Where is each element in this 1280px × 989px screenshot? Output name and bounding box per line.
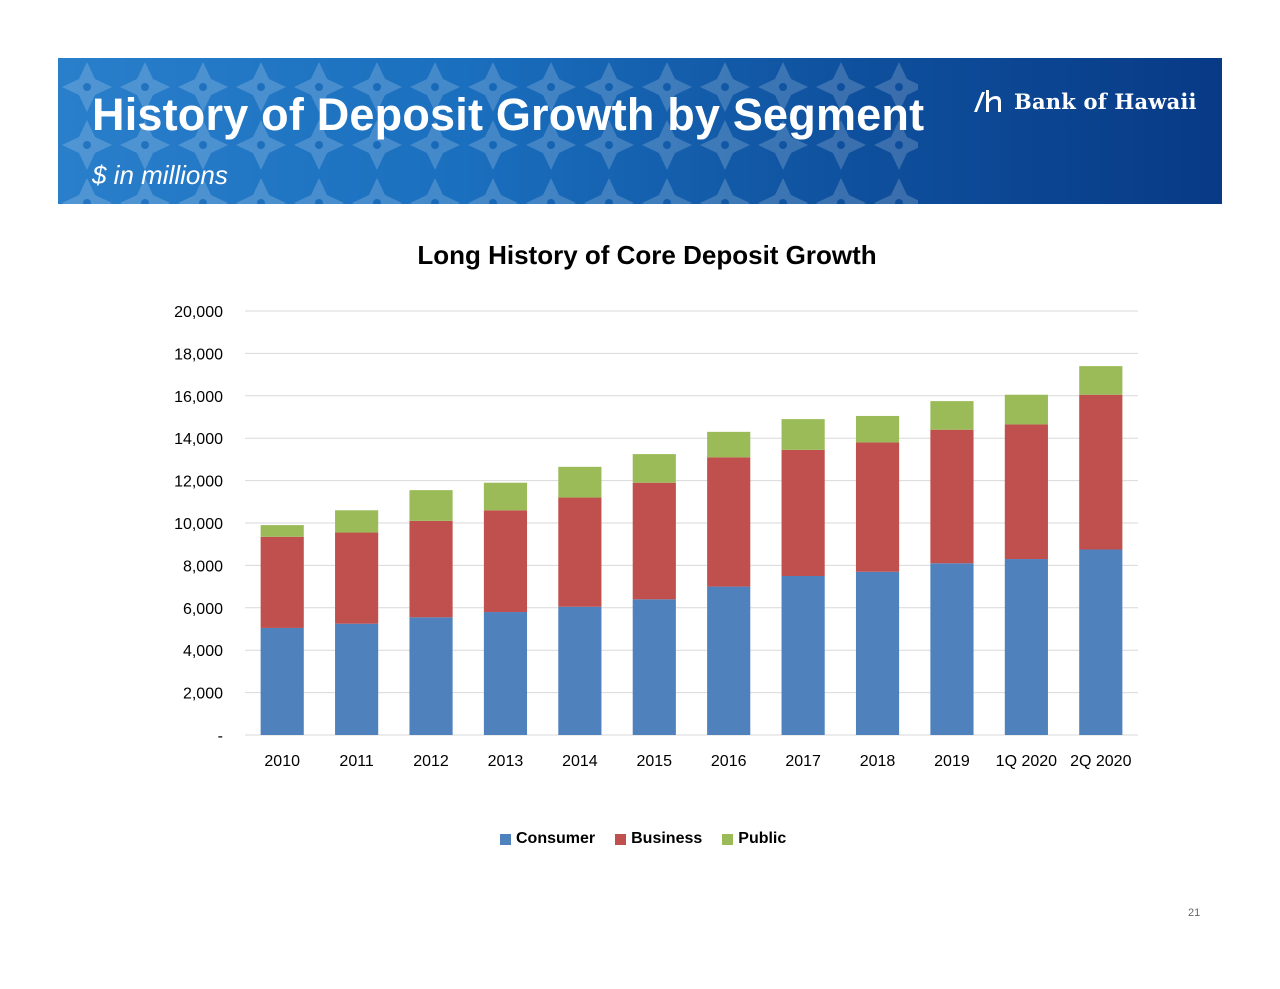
x-tick-label: 2019 — [934, 753, 970, 770]
bar-consumer — [409, 617, 453, 735]
bar-public — [632, 454, 676, 483]
bar-public — [707, 431, 751, 458]
y-tick-label: 18,000 — [174, 346, 223, 363]
page-number: 21 — [1188, 907, 1201, 919]
bar-business — [1004, 424, 1048, 560]
legend-swatch-public — [722, 833, 734, 845]
y-tick-label: 14,000 — [174, 431, 223, 448]
bar-business — [409, 520, 453, 618]
chart-title: Long History of Core Deposit Growth — [417, 240, 877, 270]
page-subtitle: $ in millions — [92, 160, 228, 190]
bar-consumer — [855, 571, 900, 735]
bank-logo: Bank of Hawaii — [972, 86, 1197, 116]
y-tick-label: 8,000 — [183, 558, 223, 575]
bar-consumer — [260, 627, 304, 735]
bar-consumer — [707, 586, 751, 735]
bar-consumer — [1079, 549, 1123, 735]
y-tick-label: 16,000 — [174, 389, 223, 406]
x-tick-label: 2011 — [339, 753, 374, 770]
legend-label-consumer: Consumer — [516, 830, 596, 847]
y-tick-label: 4,000 — [183, 643, 223, 660]
legend-label-public: Public — [738, 830, 787, 847]
bar-public — [409, 490, 453, 521]
y-tick-label: 20,000 — [174, 304, 223, 321]
bank-logo-text: Bank of Hawaii — [1014, 88, 1197, 114]
banner-pattern — [58, 58, 918, 204]
bar-consumer — [781, 576, 825, 735]
y-tick-label: 10,000 — [174, 516, 223, 533]
page-title: History of Deposit Growth by Segment — [92, 89, 925, 140]
bar-consumer — [632, 599, 676, 735]
y-tick-label: 12,000 — [174, 474, 223, 491]
x-tick-label: 2014 — [562, 753, 598, 770]
x-tick-label: 2Q 2020 — [1070, 753, 1131, 770]
y-tick-label: 2,000 — [183, 686, 223, 703]
legend-swatch-consumer — [500, 833, 511, 845]
bar-consumer — [335, 623, 379, 735]
x-tick-label: 1Q 2020 — [996, 753, 1057, 770]
bar-public — [335, 510, 379, 533]
x-tick-label: 2010 — [264, 753, 300, 770]
legend-item-business: Business — [615, 830, 702, 848]
y-tick-label: 6,000 — [183, 601, 223, 618]
legend-swatch-business — [615, 833, 627, 845]
bank-logo-icon — [974, 90, 1001, 112]
bar-public — [1004, 394, 1048, 425]
x-tick-label: 2012 — [413, 753, 449, 770]
legend-label-business: Business — [631, 830, 703, 847]
bar-business — [632, 482, 676, 600]
bar-public — [930, 401, 974, 430]
bar-business — [483, 510, 528, 613]
bar-public — [483, 482, 528, 511]
x-tick-label: 2016 — [711, 753, 747, 770]
bar-public — [855, 415, 900, 443]
bar-business — [1079, 394, 1123, 550]
x-tick-label: 2015 — [636, 753, 672, 770]
bar-consumer — [1004, 559, 1048, 735]
y-tick-label: - — [218, 728, 223, 745]
bar-public — [1079, 366, 1123, 395]
x-tick-label: 2018 — [860, 753, 896, 770]
bar-consumer — [930, 563, 974, 735]
bar-public — [260, 525, 304, 537]
bar-business — [707, 457, 751, 587]
bar-consumer — [483, 612, 528, 735]
header-banner: History of Deposit Growth by Segment $ i… — [58, 58, 1222, 204]
bar-business — [855, 442, 900, 572]
chart-legend: Consumer Business Public — [500, 830, 806, 848]
bar-business — [781, 449, 825, 576]
bar-business — [260, 536, 304, 628]
legend-item-consumer: Consumer — [500, 830, 595, 848]
x-tick-label: 2013 — [488, 753, 524, 770]
bar-consumer — [558, 606, 602, 735]
bar-public — [558, 466, 602, 498]
legend-item-public: Public — [722, 830, 786, 848]
bar-business — [335, 532, 379, 624]
bar-public — [781, 419, 825, 450]
bar-business — [930, 429, 974, 564]
bar-business — [558, 497, 602, 607]
x-tick-label: 2017 — [785, 753, 821, 770]
